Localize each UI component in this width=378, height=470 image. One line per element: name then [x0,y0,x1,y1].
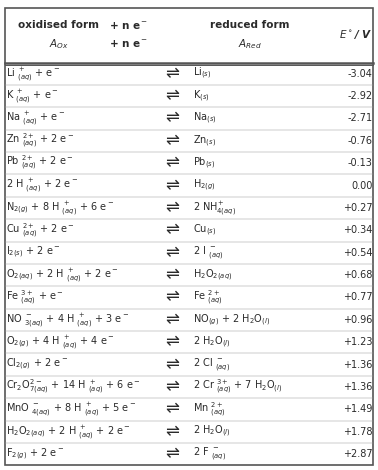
Text: Zn$_{(s)}$: Zn$_{(s)}$ [193,133,216,149]
Text: Na $^+_{(aq)}$ + e$^-$: Na $^+_{(aq)}$ + e$^-$ [6,110,66,127]
Text: Zn $^{2+}_{(aq)}$ + 2 e$^-$: Zn $^{2+}_{(aq)}$ + 2 e$^-$ [6,132,75,150]
Text: +0.96: +0.96 [343,315,372,325]
Text: NO$_{(g)}$ + 2 H$_2$O$_{(l)}$: NO$_{(g)}$ + 2 H$_2$O$_{(l)}$ [193,312,270,328]
Text: ⇌: ⇌ [165,422,179,440]
Text: F$_{2(g)}$ + 2 e$^-$: F$_{2(g)}$ + 2 e$^-$ [6,446,65,462]
Text: +0.27: +0.27 [343,203,372,213]
Text: NO $^-_{3(aq)}$ + 4 H $^+_{(aq)}$ + 3 e$^-$: NO $^-_{3(aq)}$ + 4 H $^+_{(aq)}$ + 3 e$… [6,311,130,329]
Text: -0.76: -0.76 [347,136,372,146]
Text: 2 NH$^+_{4(aq)}$: 2 NH$^+_{4(aq)}$ [193,199,236,217]
Text: ⇌: ⇌ [165,64,179,82]
Text: -3.04: -3.04 [347,69,372,78]
Text: N$_{2(g)}$ + 8 H $^+_{(aq)}$ + 6 e$^-$: N$_{2(g)}$ + 8 H $^+_{(aq)}$ + 6 e$^-$ [6,199,115,217]
Text: oxidised form: oxidised form [18,20,99,30]
Text: ⇌: ⇌ [165,288,179,306]
Text: 2 Cl $^-_{(aq)}$: 2 Cl $^-_{(aq)}$ [193,356,230,373]
Text: -2.71: -2.71 [347,113,372,124]
Text: $E^\circ$/ V: $E^\circ$/ V [339,28,372,41]
Text: 2 H$_2$O$_{(l)}$: 2 H$_2$O$_{(l)}$ [193,335,231,350]
Text: + n e$^-$: + n e$^-$ [109,39,148,49]
Text: ⇌: ⇌ [165,198,179,216]
Text: ⇌: ⇌ [165,176,179,194]
Text: Fe $^{2+}_{(aq)}$: Fe $^{2+}_{(aq)}$ [193,288,223,306]
Text: -2.92: -2.92 [347,91,372,101]
Text: +1.78: +1.78 [343,427,372,437]
Text: K $^+_{(aq)}$ + e$^-$: K $^+_{(aq)}$ + e$^-$ [6,87,59,105]
Text: 2 H $^+_{(aq)}$ + 2 e$^-$: 2 H $^+_{(aq)}$ + 2 e$^-$ [6,177,79,195]
Text: 0.00: 0.00 [351,180,372,190]
Text: +1.36: +1.36 [343,360,372,369]
Text: H$_2$O$_{2(aq)}$ + 2 H $^+_{(aq)}$ + 2 e$^-$: H$_2$O$_{2(aq)}$ + 2 H $^+_{(aq)}$ + 2 e… [6,423,131,440]
Text: $A_{Red}$: $A_{Red}$ [238,37,261,51]
Text: ⇌: ⇌ [165,377,179,395]
Text: -0.13: -0.13 [347,158,372,168]
Text: ⇌: ⇌ [165,444,179,462]
Text: +1.36: +1.36 [343,382,372,392]
Text: Li$_{(s)}$: Li$_{(s)}$ [193,66,211,81]
Text: Na$_{(s)}$: Na$_{(s)}$ [193,111,216,126]
Text: Cr$_2$O$^{2-}_{7(aq)}$ + 14 H $^+_{(aq)}$ + 6 e$^-$: Cr$_2$O$^{2-}_{7(aq)}$ + 14 H $^+_{(aq)}… [6,378,141,396]
Text: ⇌: ⇌ [165,332,179,350]
Text: Cu $^{2+}_{(aq)}$ + 2 e$^-$: Cu $^{2+}_{(aq)}$ + 2 e$^-$ [6,221,75,240]
Text: +0.68: +0.68 [343,270,372,280]
Text: O$_{2(aq)}$ + 2 H $^+_{(aq)}$ + 2 e$^-$: O$_{2(aq)}$ + 2 H $^+_{(aq)}$ + 2 e$^-$ [6,266,119,284]
Text: ⇌: ⇌ [165,109,179,126]
Text: Cl$_{2(g)}$ + 2 e$^-$: Cl$_{2(g)}$ + 2 e$^-$ [6,357,68,372]
Text: 2 F $^-_{(aq)}$: 2 F $^-_{(aq)}$ [193,446,226,462]
Text: K$_{(s)}$: K$_{(s)}$ [193,88,209,104]
Text: 2 Cr $^{3+}_{(aq)}$ + 7 H$_2$O$_{(l)}$: 2 Cr $^{3+}_{(aq)}$ + 7 H$_2$O$_{(l)}$ [193,378,282,396]
Text: +1.49: +1.49 [343,404,372,415]
Text: H$_{2(g)}$: H$_{2(g)}$ [193,178,215,193]
Text: Pb $^{2+}_{(aq)}$ + 2 e$^-$: Pb $^{2+}_{(aq)}$ + 2 e$^-$ [6,154,74,172]
Text: $A_{Ox}$: $A_{Ox}$ [49,37,68,51]
Text: reduced form: reduced form [210,20,289,30]
Text: +1.23: +1.23 [343,337,372,347]
Text: Mn $^{2+}_{(aq)}$: Mn $^{2+}_{(aq)}$ [193,400,226,419]
Text: H$_2$O$_{2(aq)}$: H$_2$O$_{2(aq)}$ [193,267,232,283]
Text: +0.77: +0.77 [343,292,372,303]
Text: ⇌: ⇌ [165,153,179,171]
Text: Li $^+_{(aq)}$ + e$^-$: Li $^+_{(aq)}$ + e$^-$ [6,65,61,83]
Text: Cu$_{(s)}$: Cu$_{(s)}$ [193,223,216,238]
Text: ⇌: ⇌ [165,131,179,149]
Text: ⇌: ⇌ [165,400,179,417]
Text: I$_{2(s)}$ + 2 e$^-$: I$_{2(s)}$ + 2 e$^-$ [6,245,61,260]
Text: ⇌: ⇌ [165,243,179,261]
Text: +2.87: +2.87 [343,449,372,459]
Text: ⇌: ⇌ [165,355,179,373]
Text: ⇌: ⇌ [165,265,179,283]
Text: ⇌: ⇌ [165,310,179,328]
Text: +0.54: +0.54 [343,248,372,258]
Text: ⇌: ⇌ [165,86,179,104]
Text: Pb$_{(s)}$: Pb$_{(s)}$ [193,156,215,171]
Text: ⇌: ⇌ [165,220,179,238]
Text: +0.34: +0.34 [343,225,372,235]
Text: MnO $^-_{4(aq)}$ + 8 H $^+_{(aq)}$ + 5 e$^-$: MnO $^-_{4(aq)}$ + 8 H $^+_{(aq)}$ + 5 e… [6,400,137,418]
Text: O$_{2(g)}$ + 4 H $^+_{(aq)}$ + 4 e$^-$: O$_{2(g)}$ + 4 H $^+_{(aq)}$ + 4 e$^-$ [6,333,115,351]
Text: + n e$^-$: + n e$^-$ [109,20,148,31]
Text: Fe $^{3+}_{(aq)}$ + e$^-$: Fe $^{3+}_{(aq)}$ + e$^-$ [6,288,64,306]
Text: 2 I $^-_{(aq)}$: 2 I $^-_{(aq)}$ [193,244,223,261]
Text: 2 H$_2$O$_{(l)}$: 2 H$_2$O$_{(l)}$ [193,424,231,439]
